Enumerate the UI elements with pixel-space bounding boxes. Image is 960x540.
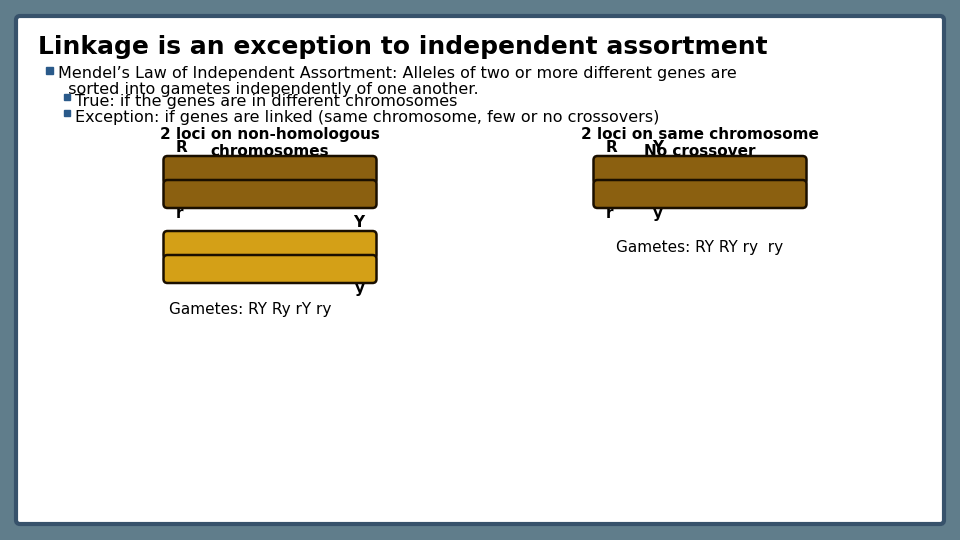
Text: 2 loci on same chromosome
No crossover: 2 loci on same chromosome No crossover [581,127,819,159]
Text: Linkage is an exception to independent assortment: Linkage is an exception to independent a… [38,35,768,59]
FancyBboxPatch shape [46,67,53,74]
FancyBboxPatch shape [593,180,806,208]
Text: Exception: if genes are linked (same chromosome, few or no crossovers): Exception: if genes are linked (same chr… [75,110,660,125]
Text: r: r [606,206,613,221]
FancyBboxPatch shape [163,156,376,184]
Text: Y: Y [353,215,365,230]
FancyBboxPatch shape [16,16,944,524]
FancyBboxPatch shape [163,180,376,208]
Text: r: r [176,206,183,221]
FancyBboxPatch shape [163,231,376,259]
FancyBboxPatch shape [64,94,70,100]
Text: y: y [653,206,662,221]
Text: 2 loci on non-homologous
chromosomes: 2 loci on non-homologous chromosomes [160,127,380,159]
Text: Gametes: RY Ry rY ry: Gametes: RY Ry rY ry [169,302,331,317]
Text: y: y [354,281,365,296]
FancyBboxPatch shape [64,110,70,116]
FancyBboxPatch shape [163,255,376,283]
Text: True: if the genes are in different chromosomes: True: if the genes are in different chro… [75,94,457,109]
Text: sorted into gametes independently of one another.: sorted into gametes independently of one… [58,82,479,97]
Text: Y: Y [653,140,663,155]
FancyBboxPatch shape [593,156,806,184]
Text: Mendel’s Law of Independent Assortment: Alleles of two or more different genes a: Mendel’s Law of Independent Assortment: … [58,66,736,81]
Text: R: R [606,140,617,155]
Text: Gametes: RY RY ry  ry: Gametes: RY RY ry ry [616,240,783,255]
Text: R: R [176,140,187,155]
